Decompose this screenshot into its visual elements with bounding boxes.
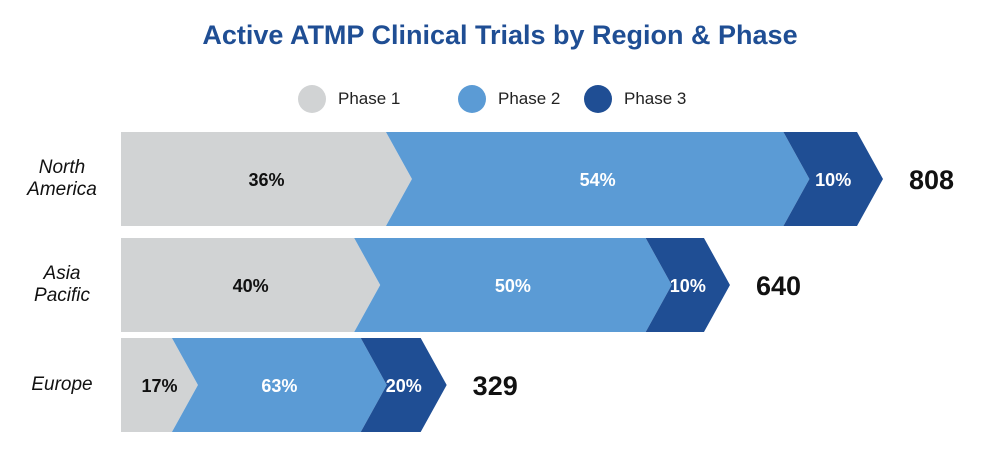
- total-label-europe: 329: [473, 371, 518, 401]
- legend-swatch-phase-1: [298, 85, 326, 113]
- category-label-line: North: [38, 157, 86, 178]
- data-label-asia-pacific-phase-2: 50%: [495, 276, 531, 296]
- bar-segment-asia-pacific-phase-1: [121, 238, 381, 332]
- bar-segment-north-america-phase-3: [783, 132, 883, 226]
- legend-item-phase-1: Phase 1: [298, 84, 400, 114]
- bar-segment-europe-phase-2: [171, 338, 387, 432]
- bar-row-asia-pacific: 40% 50% 10% 640: [121, 238, 801, 332]
- data-label-europe-phase-1: 17%: [141, 376, 177, 396]
- legend-swatch-phase-3: [584, 85, 612, 113]
- total-label-north-america: 808: [909, 165, 954, 195]
- category-label-asia-pacific: Asia Pacific: [12, 263, 112, 307]
- category-label-line: Europe: [31, 374, 93, 395]
- total-label-asia-pacific: 640: [756, 271, 801, 301]
- bar-segment-europe-phase-1: [121, 338, 198, 432]
- category-label-line: Asia: [43, 263, 81, 284]
- data-label-north-america-phase-1: 36%: [248, 170, 284, 190]
- category-label-line: Pacific: [34, 285, 90, 306]
- category-label-north-america: North America: [12, 157, 112, 201]
- legend-label-phase-3: Phase 3: [624, 89, 687, 108]
- legend-item-phase-3: Phase 3: [584, 84, 686, 114]
- chart-title: Active ATMP Clinical Trials by Region & …: [202, 20, 798, 50]
- bar-segment-asia-pacific-phase-2: [354, 238, 672, 332]
- legend-label-phase-2: Phase 2: [498, 89, 561, 108]
- legend-swatch-phase-2: [458, 85, 486, 113]
- data-label-asia-pacific-phase-3: 10%: [670, 276, 706, 296]
- bar-row-north-america: 36% 54% 10% 808: [121, 132, 954, 226]
- data-label-asia-pacific-phase-1: 40%: [233, 276, 269, 296]
- data-label-europe-phase-3: 20%: [386, 376, 422, 396]
- bar-row-europe: 17% 63% 20% 329: [121, 338, 518, 432]
- data-label-north-america-phase-2: 54%: [580, 170, 616, 190]
- bar-segment-north-america-phase-2: [385, 132, 810, 226]
- bar-segment-north-america-phase-1: [121, 132, 412, 226]
- data-label-north-america-phase-3: 10%: [815, 170, 851, 190]
- bar-segment-europe-phase-3: [360, 338, 447, 432]
- legend-label-phase-1: Phase 1: [338, 89, 401, 108]
- data-label-europe-phase-2: 63%: [261, 376, 297, 396]
- category-label-europe: Europe: [12, 374, 112, 396]
- category-label-line: America: [27, 179, 97, 200]
- legend-item-phase-2: Phase 2: [458, 84, 560, 114]
- bar-segment-asia-pacific-phase-3: [645, 238, 730, 332]
